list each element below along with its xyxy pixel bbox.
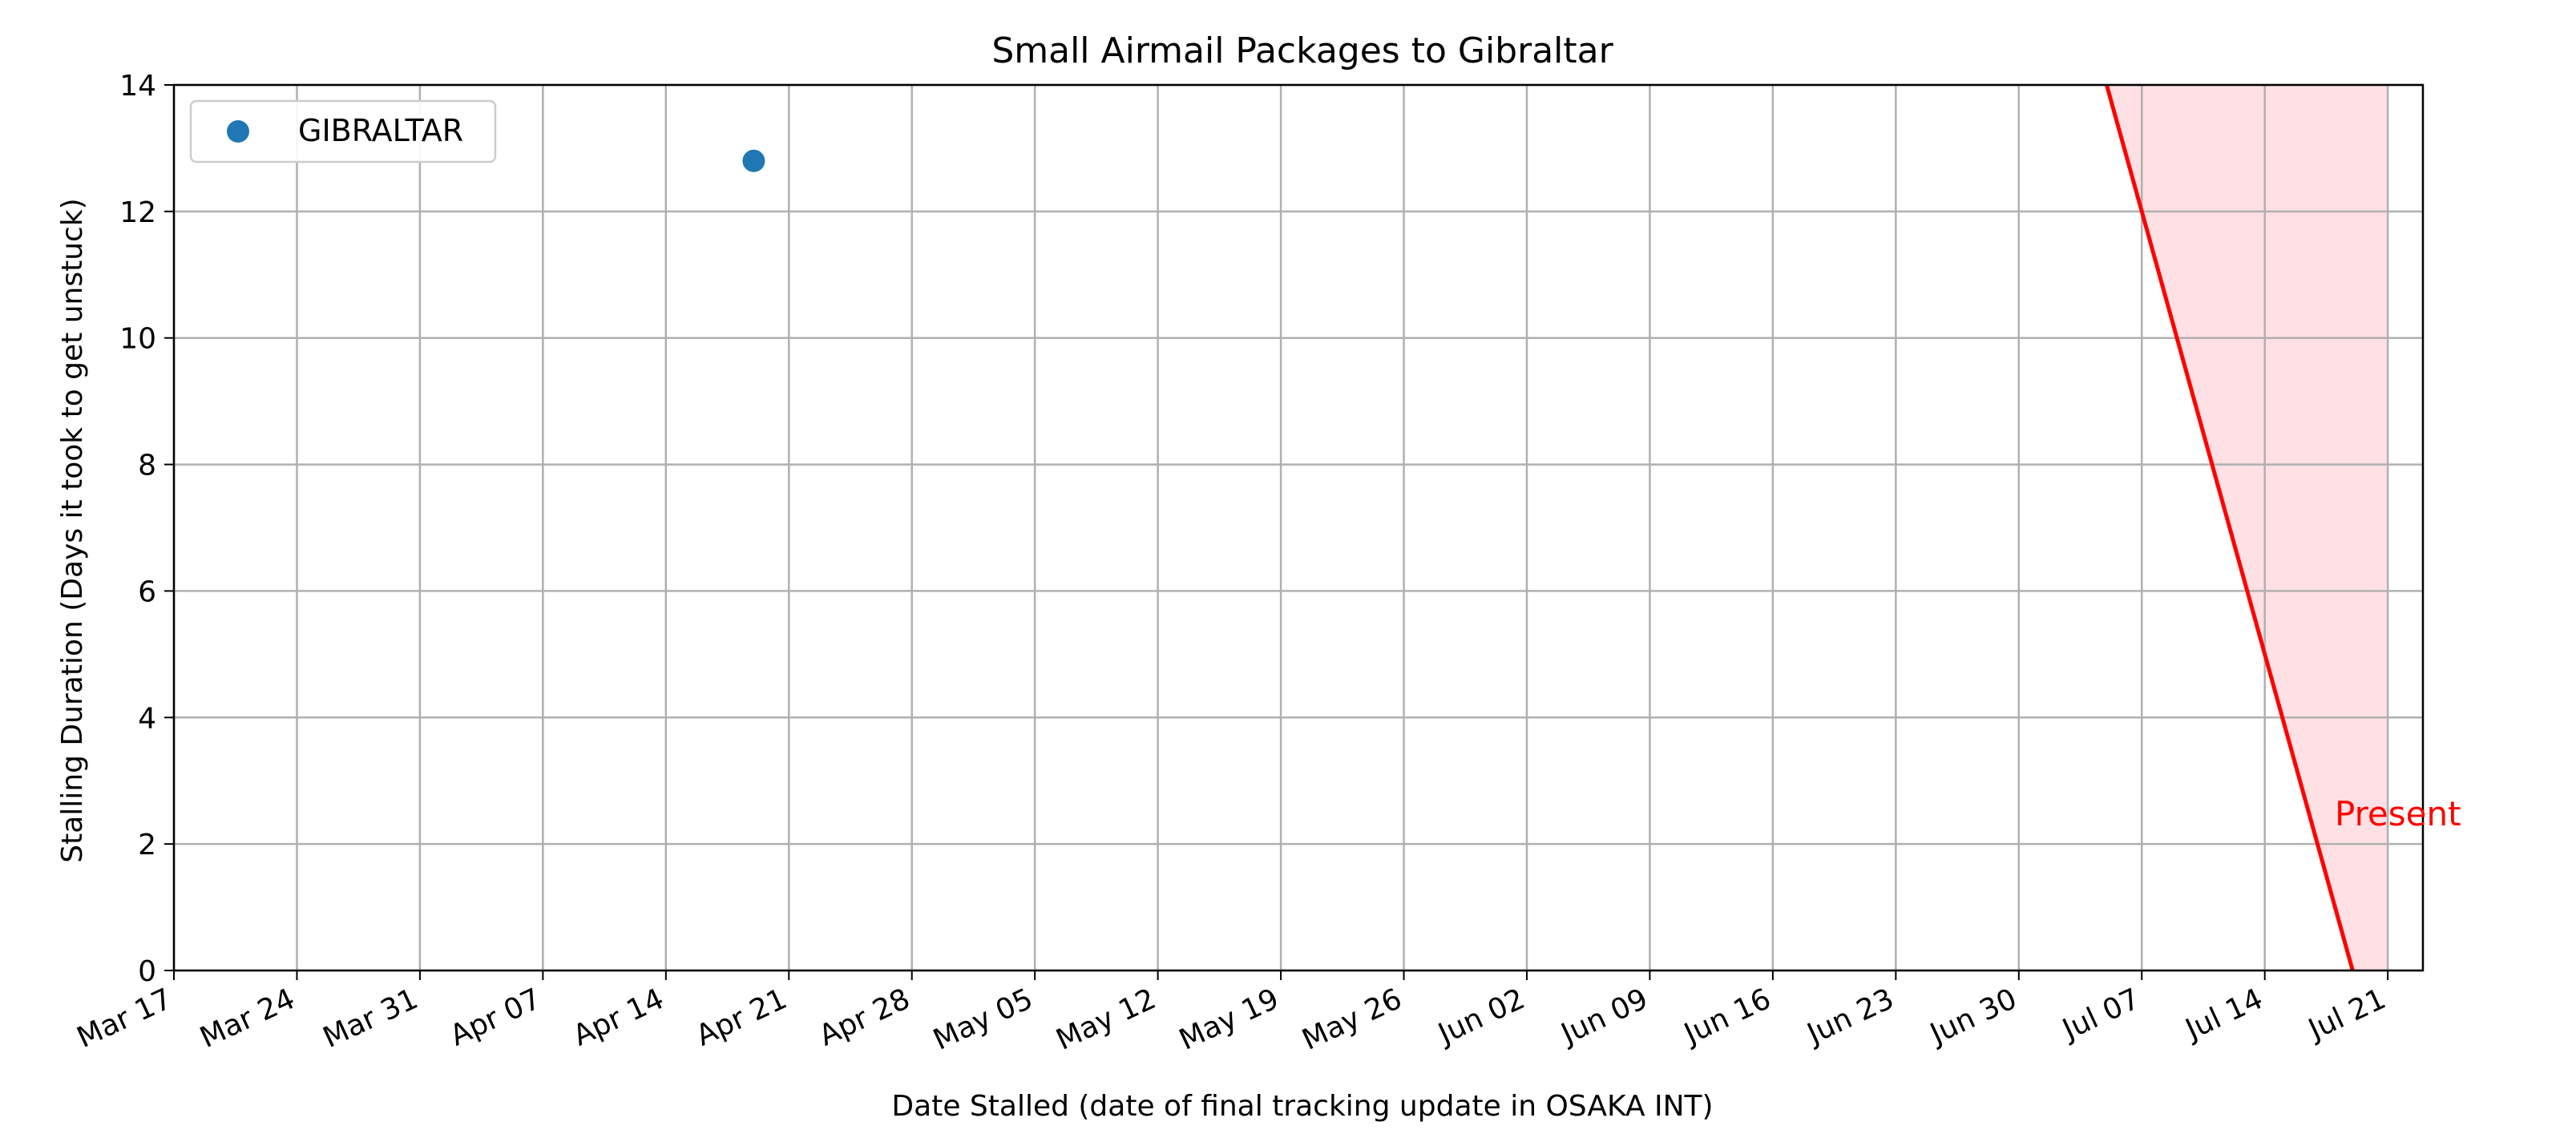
y-tick-label: 6 [138,575,156,608]
y-tick-label: 2 [138,829,156,862]
y-tick-label: 0 [138,955,156,988]
plot-frame [172,83,2425,972]
legend-box [189,99,497,163]
y-tick-label: 10 [119,323,156,356]
present-shade [2106,85,2388,970]
y-tick-label: 12 [119,196,156,229]
y-axis-label: Stalling Duration (Days it took to get u… [56,198,89,862]
present-shade-layer [2106,85,2388,970]
x-axis-label: Date Stalled (date of final tracking upd… [891,1090,1713,1123]
legend-label: GIBRALTAR [298,113,463,148]
y-tick-label: 14 [119,70,156,103]
legend: GIBRALTAR [189,99,497,163]
chart-title: Small Airmail Packages to Gibraltar [991,30,1613,71]
present-label: Present [2335,794,2461,833]
data-point [742,149,765,172]
legend-marker [227,120,249,143]
y-tick-label: 8 [138,450,156,482]
present-line-layer [2104,84,2355,971]
series-layer [742,149,765,172]
y-axis-ticks: 0 2 4 6 8 10 12 14 [119,70,174,988]
y-tick-label: 4 [138,702,156,735]
present-line [2104,84,2355,971]
